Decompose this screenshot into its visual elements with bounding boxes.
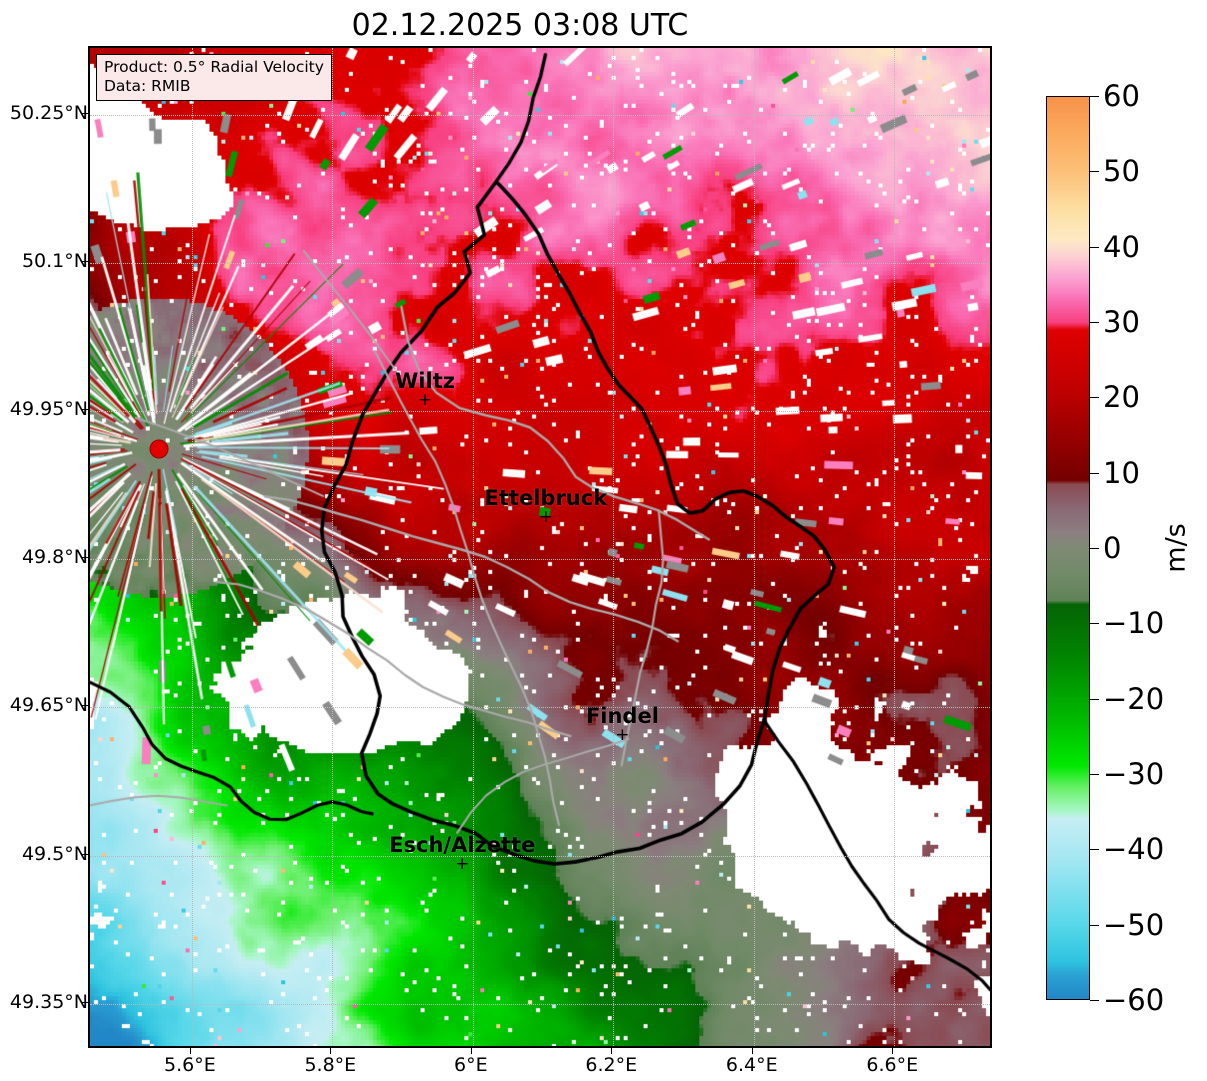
colorbar <box>1046 96 1090 1000</box>
latitude-tick-label: 49.65°N <box>9 694 88 717</box>
longitude-tick-label: 6°E <box>454 1054 488 1076</box>
longitude-tick <box>470 1048 472 1054</box>
colorbar-gradient <box>1046 96 1090 1000</box>
latitude-tick-label: 50.1°N <box>21 250 88 273</box>
latitude-tick-label: 49.8°N <box>21 546 88 569</box>
page-title: 02.12.2025 03:08 UTC <box>351 8 689 43</box>
latitude-tick <box>82 113 88 115</box>
longitude-tick <box>611 1048 613 1054</box>
graticule-line-lon <box>613 48 615 1046</box>
colorbar-tick-label: −10 <box>1103 606 1165 641</box>
colorbar-tick-label: −60 <box>1103 983 1165 1017</box>
radar-site-marker <box>149 439 169 459</box>
latitude-tick <box>82 705 88 707</box>
colorbar-tick-label: 50 <box>1103 154 1140 189</box>
colorbar-tick-label: 10 <box>1103 455 1140 490</box>
latitude-tick <box>82 557 88 559</box>
colorbar-tick-label: −30 <box>1103 757 1165 791</box>
colorbar-tick-label: −40 <box>1103 832 1165 867</box>
graticule-line-lon <box>191 48 193 1046</box>
latitude-tick <box>82 853 88 855</box>
graticule-line-lat <box>90 559 990 561</box>
latitude-tick <box>82 261 88 263</box>
colorbar-tick <box>1090 924 1099 926</box>
graticule-line-lon <box>472 48 474 1046</box>
latitude-tick <box>82 1001 88 1003</box>
colorbar-unit-label: m/s <box>1160 523 1192 573</box>
colorbar-tick <box>1090 849 1099 851</box>
colorbar-tick <box>1090 171 1099 173</box>
graticule-line-lat <box>90 115 990 117</box>
colorbar-tick <box>1090 1000 1099 1001</box>
graticule-line-lon <box>894 48 896 1046</box>
longitude-tick-label: 5.8°E <box>304 1054 357 1076</box>
map-borders-overlay <box>90 48 990 1046</box>
colorbar-tick <box>1090 472 1099 474</box>
longitude-tick <box>751 1048 753 1054</box>
colorbar-tick <box>1090 397 1099 399</box>
longitude-tick <box>892 1048 894 1054</box>
graticule-line-lat <box>90 411 990 413</box>
longitude-tick <box>330 1048 332 1054</box>
longitude-tick-label: 6.4°E <box>725 1054 778 1076</box>
data-source-line: Data: RMIB <box>104 77 191 95</box>
colorbar-tick <box>1090 96 1099 97</box>
colorbar-tick-label: 40 <box>1103 229 1140 264</box>
colorbar-tick-label: −20 <box>1103 681 1165 716</box>
product-info-box: Product: 0.5° Radial Velocity Data: RMIB <box>96 54 332 101</box>
graticule-line-lat <box>90 855 990 857</box>
product-line: Product: 0.5° Radial Velocity <box>104 58 324 76</box>
latitude-tick <box>82 409 88 411</box>
colorbar-tick-label: 20 <box>1103 380 1140 415</box>
colorbar-tick-label: −50 <box>1103 907 1165 942</box>
longitude-tick-label: 5.6°E <box>163 1054 216 1076</box>
graticule-line-lat <box>90 707 990 709</box>
colorbar-tick <box>1090 698 1099 700</box>
graticule-line-lon <box>332 48 334 1046</box>
colorbar-tick-label: 60 <box>1103 79 1140 113</box>
longitude-tick <box>189 1048 191 1054</box>
latitude-tick-label: 49.35°N <box>9 990 88 1013</box>
longitude-tick-label: 6.6°E <box>866 1054 919 1076</box>
colorbar-tick <box>1090 548 1099 549</box>
latitude-tick-label: 49.5°N <box>21 842 88 865</box>
colorbar-tick <box>1090 246 1099 248</box>
radar-plot-area[interactable]: Wiltz + Ettelbruck + Findel + Esch/Alzette + Pr… <box>88 46 992 1048</box>
colorbar-tick <box>1090 623 1099 625</box>
longitude-tick-label: 6.2°E <box>585 1054 638 1076</box>
latitude-tick-label: 49.95°N <box>9 398 88 421</box>
graticule-line-lat <box>90 263 990 265</box>
graticule-line-lat <box>90 1003 990 1005</box>
colorbar-tick <box>1090 774 1099 775</box>
colorbar-tick-label: 0 <box>1103 531 1122 565</box>
colorbar-tick-label: 30 <box>1103 305 1140 339</box>
colorbar-tick <box>1090 322 1099 323</box>
latitude-tick-label: 50.25°N <box>9 102 88 125</box>
graticule-line-lon <box>753 48 755 1046</box>
